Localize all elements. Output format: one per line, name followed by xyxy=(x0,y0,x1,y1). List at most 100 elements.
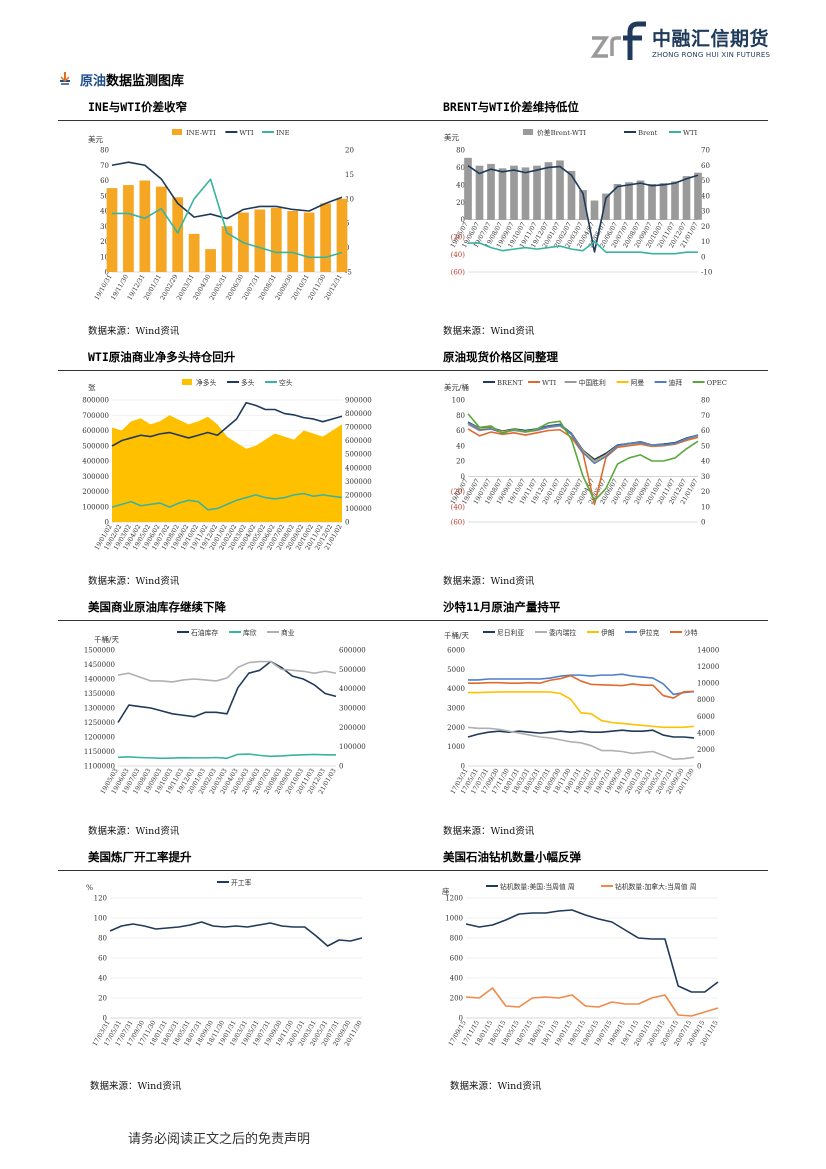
legend-label: 委内瑞拉 xyxy=(549,628,576,637)
line-series xyxy=(467,413,699,502)
y2-tick-label: 14000 xyxy=(697,647,719,655)
legend-label: 中国胜利 xyxy=(579,378,606,387)
y-tick-label: 2000 xyxy=(447,724,465,732)
line-series xyxy=(467,422,699,465)
bar-mark xyxy=(590,200,599,220)
y-tick-label: 3000 xyxy=(447,705,465,713)
bar-mark xyxy=(636,180,645,220)
chart-svg: 80 60 40 20 0 (20) (40) (60) 70 60 50 40 30 20 10 0 -10 美… xyxy=(444,128,712,277)
legend-label: INE-WTI xyxy=(186,129,216,137)
legend-label: 尼日利亚 xyxy=(497,628,524,637)
bar-mark xyxy=(270,207,282,272)
legend-label: OPEC xyxy=(707,379,727,387)
line-series xyxy=(467,726,695,761)
bar-mark xyxy=(613,183,622,220)
y2-tick-label: 20 xyxy=(701,223,710,231)
bar-mark xyxy=(625,182,633,220)
line-series xyxy=(468,674,695,699)
y-tick-label: 1450000 xyxy=(84,661,115,669)
y2-tick-label: 50 xyxy=(701,442,710,450)
y2-tick-label: 60 xyxy=(701,427,710,435)
y-tick-label: 600000 xyxy=(82,427,109,435)
source-note: 数据来源：Wind资讯 xyxy=(443,326,535,337)
legend-swatch xyxy=(182,379,192,385)
y-tick-label: 0 xyxy=(103,1015,107,1023)
bar-mark xyxy=(172,197,184,272)
bar-mark xyxy=(320,203,331,272)
y2-tick-label: 2000 xyxy=(697,746,715,754)
y2-tick-label: 400000 xyxy=(345,464,372,472)
y2-tick-label: 0 xyxy=(701,253,705,261)
y2-tick-label: 500000 xyxy=(345,451,372,459)
chart-title-rig-count: 美国石油钻机数量小幅反弹 xyxy=(443,850,581,864)
legend: 钻机数量:美国:当周值 周 钻机数量:加拿大:当周值 周 xyxy=(486,882,697,891)
legend-label: 石油库存 xyxy=(191,628,218,637)
line-series xyxy=(467,729,695,739)
y-tick-label: 1100000 xyxy=(84,763,115,771)
chart-title-wti-position: WTI原油商业净多头持仓回升 xyxy=(88,350,236,364)
chart-svg: 6000500040003000200010000140001200010000… xyxy=(444,628,719,795)
y-tick-label: 200000 xyxy=(82,488,109,496)
chart-title-us-inventory: 美国商业原油库存继续下降 xyxy=(88,600,226,614)
y-tick-label: 1400000 xyxy=(84,676,115,684)
bar-mark xyxy=(155,186,167,272)
legend-label: 商业 xyxy=(281,628,295,637)
y-tick-label: 200 xyxy=(450,995,463,1003)
legend: BRENT WTI 中国胜利 阿曼 迪拜 OPEC xyxy=(483,378,727,387)
legend-label: 沙特 xyxy=(684,628,698,637)
legend-label: Brent xyxy=(638,129,658,137)
line-series xyxy=(465,909,719,993)
bar-mark xyxy=(544,162,553,220)
bar-mark xyxy=(106,188,118,272)
bar-mark xyxy=(205,249,216,272)
y-tick-label: 100 xyxy=(452,397,465,405)
y2-tick-label: 200000 xyxy=(345,491,372,499)
y2-tick-label: 20 xyxy=(345,147,354,155)
y2-tick-label: 8000 xyxy=(697,696,715,704)
line-series xyxy=(465,987,719,1017)
line-series xyxy=(117,660,337,723)
y2-tick-label: 400000 xyxy=(339,685,366,693)
y2-tick-label: 0 xyxy=(701,519,705,527)
y-tick-label: 800 xyxy=(450,935,463,943)
y-tick-label: 40 xyxy=(98,975,107,983)
y-tick-label: 700000 xyxy=(82,412,109,420)
bar-mark xyxy=(694,172,702,220)
chart-svg: 800000 700000 600000 500000 400000 300000 2000… xyxy=(82,378,372,551)
y-tick-label: 1500000 xyxy=(84,647,115,655)
y2-tick-label: 100000 xyxy=(345,505,372,513)
y2-tick-label: 70 xyxy=(701,412,710,420)
section-title-prefix: 原油 xyxy=(80,73,107,89)
legend-label: WTI xyxy=(542,379,557,387)
bar-mark xyxy=(671,181,679,220)
y-tick-label: 40 xyxy=(456,442,465,450)
source-note: 数据来源：Wind资讯 xyxy=(443,826,535,837)
legend: 价差Brent-WTI Brent WTI xyxy=(523,128,698,137)
line-series xyxy=(111,401,343,447)
line-series xyxy=(117,660,337,683)
line-series xyxy=(111,161,343,220)
y-tick-label: 0 xyxy=(459,1015,463,1023)
bar-mark xyxy=(464,157,472,220)
bar-mark xyxy=(475,165,484,220)
y-tick-label: 1200 xyxy=(445,895,463,903)
y-tick-label: 4000 xyxy=(447,685,465,693)
logo-english-name: ZHONG RONG HUI XIN FUTURES xyxy=(652,51,771,59)
chart-us-crude-inventory: 1500000 1450000 1400000 1350000 1300000 12500… xyxy=(82,624,372,814)
disclaimer-footer: 请务必阅读正文之后的免责声明 xyxy=(128,1132,311,1147)
bar-mark xyxy=(533,165,541,220)
unit-label: 千桶/天 xyxy=(94,634,120,644)
bar-mark xyxy=(682,176,691,220)
chart-title-refinery: 美国炼厂开工率提升 xyxy=(88,850,192,864)
y2-tick-label: 600000 xyxy=(339,647,366,655)
y-tick-label: 60 xyxy=(98,955,107,963)
legend-label: 开工率 xyxy=(231,878,252,887)
unit-label: 座 xyxy=(442,886,450,896)
source-note: 数据来源：Wind资讯 xyxy=(90,1081,182,1092)
y-tick-label: 1350000 xyxy=(84,690,115,698)
y-tick-label: 1150000 xyxy=(84,748,115,756)
chart-svg: 100806040200(20)(40)(60)8070605040302010… xyxy=(444,378,727,527)
divider xyxy=(58,620,768,621)
y-tick-label: 1300000 xyxy=(84,705,115,713)
y2-tick-label: 500000 xyxy=(339,666,366,674)
